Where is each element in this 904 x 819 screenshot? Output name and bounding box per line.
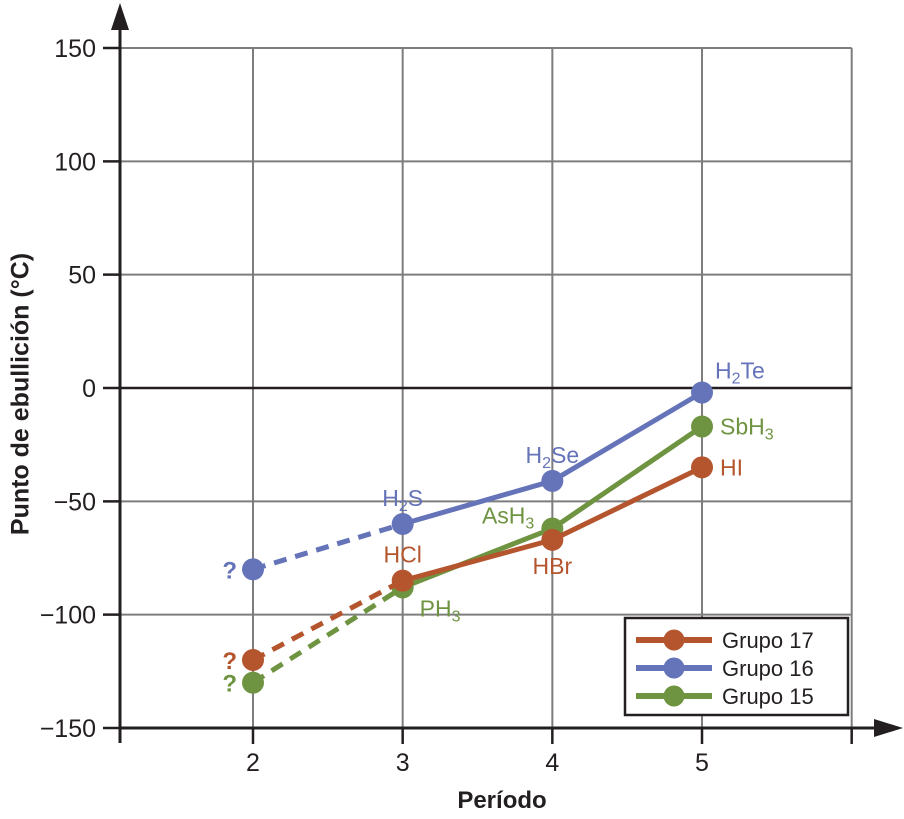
point-label-grupo-17-period-2: ? <box>222 648 237 675</box>
series-grupo-17: ? HCl HBr HI <box>222 454 743 675</box>
x-tick-label-3: 3 <box>396 749 410 777</box>
point-grupo-15-period-2 <box>242 671 264 694</box>
point-label-grupo-15-period-4: AsH3 <box>482 503 534 533</box>
legend-marker-grupo-16 <box>663 657 685 679</box>
series-grupo-17-segment-2 <box>551 465 704 543</box>
series-grupo-16-segment-1 <box>401 478 554 527</box>
series-grupo-16-segment-2 <box>551 390 704 484</box>
point-label-grupo-15-period-2: ? <box>222 671 237 698</box>
y-axis-arrow-icon <box>111 3 129 30</box>
point-grupo-17-period-2 <box>242 649 264 671</box>
legend-label-grupo-17: Grupo 17 <box>722 628 814 653</box>
y-tick-label-0: 0 <box>82 375 96 403</box>
series-grupo-15-segment-0-dashed <box>251 585 405 685</box>
x-axis-arrow-icon <box>874 719 903 737</box>
series-grupo-16: ? H2S H2Se H2Te <box>222 358 765 585</box>
point-grupo-15-period-5 <box>691 415 714 438</box>
legend-marker-grupo-17 <box>663 629 685 651</box>
point-grupo-17-period-5 <box>691 456 714 479</box>
point-label-grupo-16-period-3: H2S <box>382 485 423 515</box>
y-tick-label--150: −150 <box>40 715 96 743</box>
legend-item-grupo-15: Grupo 15 <box>636 684 814 709</box>
y-tick-label--100: −100 <box>40 602 96 630</box>
point-label-grupo-17-period-3: HCl <box>383 542 421 568</box>
point-grupo-16-period-4 <box>541 469 564 492</box>
point-label-grupo-15-period-5: SbH3 <box>720 414 774 444</box>
point-label-grupo-16-period-2: ? <box>222 557 237 584</box>
point-label-grupo-17-period-4: HBr <box>533 553 573 579</box>
x-tick-label-5: 5 <box>695 749 709 777</box>
series-grupo-15-segment-2 <box>550 424 704 531</box>
legend-item-grupo-16: Grupo 16 <box>636 656 814 681</box>
y-tick-label-100: 100 <box>54 148 96 176</box>
x-axis-title: Período <box>457 787 547 814</box>
series-grupo-16-segment-0-dashed <box>252 521 404 572</box>
legend: Grupo 17 Grupo 16 Grupo 15 <box>623 616 850 717</box>
y-tick-label-150: 150 <box>54 35 96 63</box>
point-label-grupo-16-period-5: H2Te <box>715 358 765 388</box>
y-axis-title: Punto de ebullición (°C) <box>6 252 35 536</box>
point-label-grupo-15-period-3: PH3 <box>420 595 461 625</box>
legend-item-grupo-17: Grupo 17 <box>636 628 814 653</box>
point-grupo-16-period-3 <box>391 513 414 535</box>
point-grupo-17-period-3 <box>391 569 414 592</box>
point-label-grupo-16-period-4: H2Se <box>526 442 580 472</box>
legend-label-grupo-15: Grupo 15 <box>722 684 814 709</box>
series-grupo-15: ? PH3 AsH3 SbH3 <box>222 414 773 698</box>
y-tick-label-50: 50 <box>68 262 96 290</box>
series-grupo-17-segment-1 <box>402 537 553 584</box>
point-grupo-16-period-5 <box>691 381 714 404</box>
axes: 150 100 50 0 −50 −100 −150 2 3 4 5 <box>40 3 903 777</box>
plot-grid <box>120 47 853 728</box>
point-label-grupo-17-period-5: HI <box>720 454 743 480</box>
series-grupo-17-segment-0-dashed <box>251 578 404 663</box>
legend-label-grupo-16: Grupo 16 <box>722 656 814 681</box>
x-tick-label-4: 4 <box>545 749 559 777</box>
point-grupo-16-period-2 <box>242 558 264 581</box>
x-tick-label-2: 2 <box>246 749 260 777</box>
y-tick-label--50: −50 <box>54 488 96 516</box>
point-grupo-17-period-4 <box>541 528 564 551</box>
legend-marker-grupo-15 <box>663 685 685 707</box>
